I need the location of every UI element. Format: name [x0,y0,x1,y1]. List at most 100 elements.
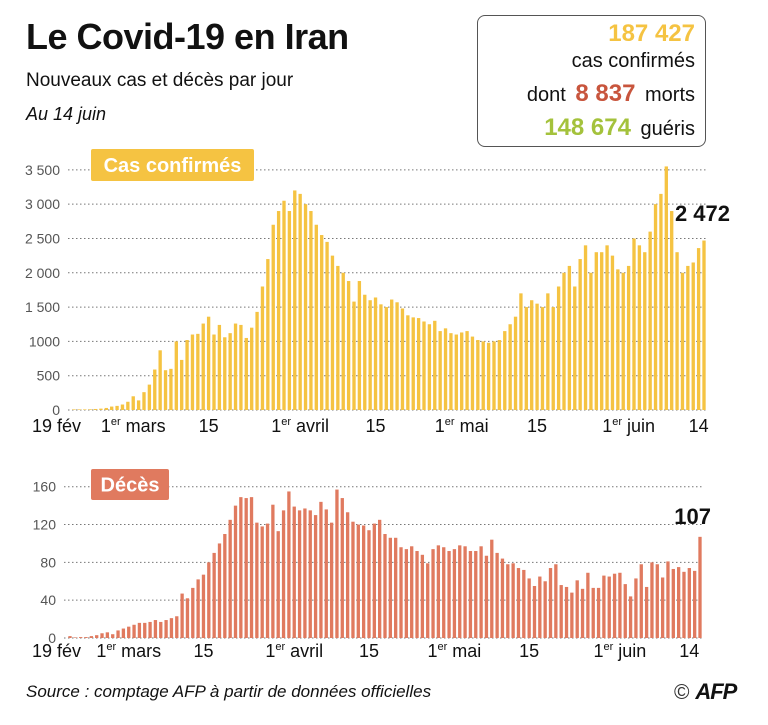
deaths-bar [463,546,467,638]
deaths-bar [452,549,457,638]
deaths-value: 8 837 [575,80,636,107]
cases-bar [83,409,87,410]
deaths-bar [442,547,446,638]
deaths-bar [639,564,643,638]
deaths-bar [495,552,499,638]
cases-bar [670,211,674,410]
deaths-bar [212,552,216,638]
deaths-bar [137,622,142,638]
cases-bar [390,299,394,410]
deaths-bar [271,504,275,638]
cases-bar [481,341,485,410]
cases-bar [196,333,200,410]
deaths-bar [383,534,387,638]
cases-xtick-label: 15 [366,416,386,436]
deaths-bar [217,543,222,638]
cases-bar [438,331,442,410]
deaths-bar [559,585,563,638]
cases-bar [637,245,642,410]
cases-bar [169,368,173,410]
cases-bar [373,297,378,410]
cases-ytick-label: 2 500 [25,230,60,246]
cases-bar [691,262,695,410]
deaths-bar [303,508,307,638]
cases-bar [147,384,152,410]
cases-bar [540,307,545,410]
cases-bar [702,240,706,410]
deaths-bar [431,549,435,638]
deaths-bar [79,637,83,638]
cases-bar [411,317,415,410]
recovered-value: 148 674 [544,114,631,141]
deaths-bar [84,637,88,638]
cases-bar [110,406,114,410]
cases-bar [508,324,512,410]
cases-bar [368,300,372,410]
cases-bar [384,307,388,410]
cases-bar [142,392,146,410]
afp-logo: © AFP [674,679,737,705]
deaths-xtick-label: 15 [359,641,379,661]
cases-bar [303,204,308,410]
cases-bar [626,265,631,410]
deaths-bar [596,587,601,638]
deaths-ytick-label: 160 [33,479,57,495]
cases-bar [136,400,141,410]
cases-bar [632,238,636,410]
deaths-bar [164,620,168,638]
cases-bar [260,286,265,410]
deaths-bar [169,618,174,638]
cases-bar [503,331,507,410]
cases-bar [93,408,98,410]
deaths-bar [644,586,649,638]
confirmed-label: cas confirmés [571,50,695,72]
cases-bar [422,321,426,410]
cases-bar [643,252,647,410]
deaths-bar [474,551,478,638]
cases-bar [115,405,119,410]
deaths-bar [580,588,585,638]
deaths-bar [116,630,120,638]
cases-xtick-label: 1er juin [602,416,655,436]
cases-bar [546,293,550,410]
deaths-ytick-label: 0 [48,630,56,646]
deaths-bar [185,598,190,638]
deaths-bar [233,505,238,638]
cases-bar [126,401,130,410]
deaths-xtick-label: 15 [519,641,539,661]
deaths-prefix: dont [526,84,566,106]
cases-bar [190,334,195,410]
deaths-bar [634,578,638,638]
deaths-bar [607,576,611,638]
cases-bar [298,193,302,410]
deaths-bar [345,512,350,638]
cases-bar [583,245,588,410]
cases-series-label-box [91,149,254,181]
deaths-bar [73,637,77,638]
cases-bar [206,316,211,410]
cases-bar [427,324,432,410]
cases-bar [460,332,464,410]
deaths-bar [436,545,441,638]
cases-bar [244,337,248,410]
stats-box: 187 427 cas confirmés dont 8 837 morts 1… [477,15,706,147]
cases-xtick-label: 15 [527,416,547,436]
cases-bar [513,316,518,410]
deaths-bar [276,531,280,638]
cases-bar [131,396,135,410]
deaths-bar [201,574,206,638]
cases-bar [395,302,399,410]
deaths-bar [153,620,158,638]
cases-bar [228,333,232,410]
cases-bar [470,336,475,410]
cases-ytick-label: 1000 [29,333,60,349]
deaths-bar [292,506,296,638]
deaths-bar [618,572,622,638]
deaths-bar [628,596,633,638]
deaths-bar [159,621,163,638]
deaths-bar [479,546,483,638]
deaths-bar [356,524,360,638]
deaths-bar [570,592,574,638]
deaths-bar [660,577,665,638]
cases-bar [664,166,668,410]
